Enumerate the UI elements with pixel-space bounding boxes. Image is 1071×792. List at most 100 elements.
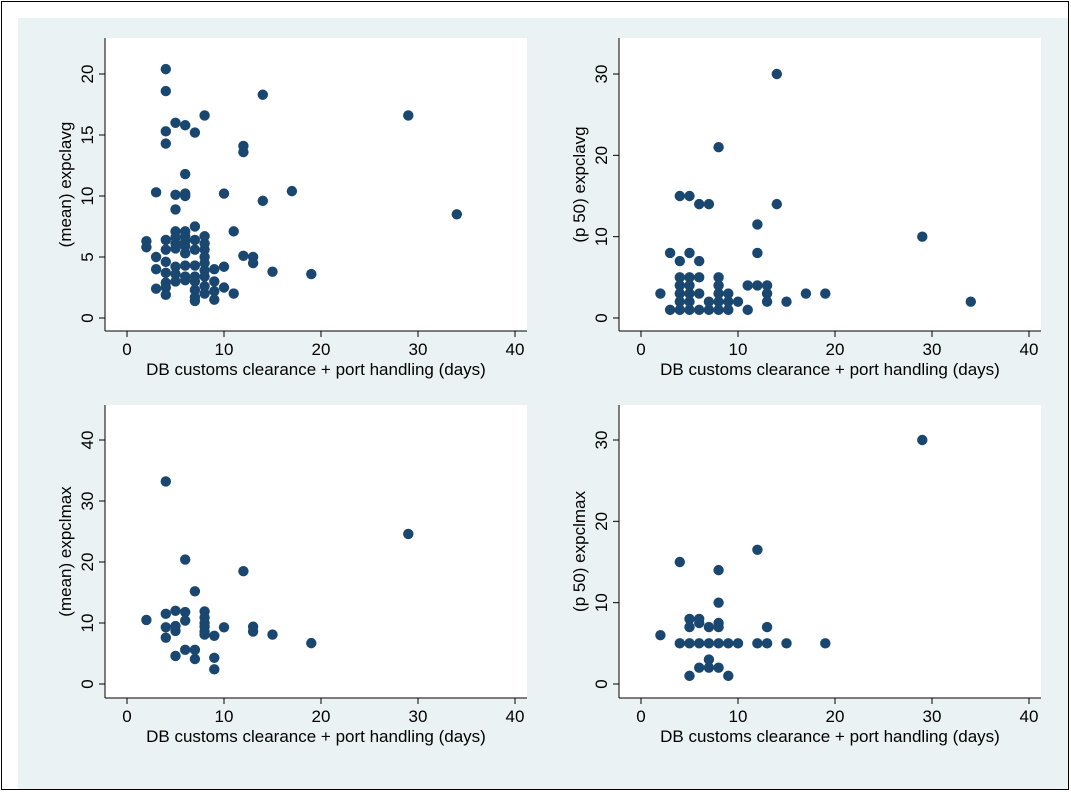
data-point	[189, 127, 201, 138]
data-point	[180, 606, 191, 618]
data-point	[723, 288, 734, 299]
data-point	[160, 63, 171, 75]
y-tick-label: 0	[592, 679, 611, 688]
x-tick-label: 40	[506, 707, 525, 726]
data-point	[684, 621, 695, 633]
data-point	[170, 268, 181, 280]
data-point	[713, 296, 724, 307]
y-tick-label: 10	[592, 227, 611, 246]
data-point	[684, 247, 695, 259]
data-point	[160, 622, 171, 633]
data-point	[761, 638, 773, 649]
data-point	[199, 231, 210, 242]
x-tick-label: 10	[215, 340, 234, 359]
data-point	[684, 272, 695, 283]
data-point	[170, 605, 181, 616]
data-point	[694, 638, 705, 649]
data-point	[160, 126, 171, 137]
data-point	[917, 434, 928, 446]
data-point	[160, 476, 171, 487]
data-point	[218, 188, 230, 199]
data-point	[742, 280, 753, 291]
data-point	[761, 296, 773, 307]
data-point	[160, 289, 171, 301]
data-point	[820, 638, 831, 649]
x-tick-label: 40	[1020, 340, 1039, 359]
data-point	[723, 670, 734, 682]
data-point	[209, 652, 220, 663]
data-point	[160, 632, 171, 643]
data-point	[694, 198, 705, 210]
data-point	[170, 625, 181, 637]
data-point	[655, 288, 666, 299]
data-point	[732, 296, 744, 307]
data-point	[267, 266, 278, 277]
x-tick-label: 40	[1020, 707, 1039, 726]
x-tick-label: 20	[312, 340, 331, 359]
data-point	[209, 264, 220, 275]
data-point	[150, 283, 162, 294]
chart-panel-3: 0 10 20 30 40 0 10 20 30 40 DB customs clearance +…	[56, 405, 527, 746]
data-point	[713, 272, 724, 283]
data-point	[713, 638, 724, 649]
data-point	[703, 662, 715, 673]
data-point	[180, 190, 191, 202]
data-point	[170, 189, 181, 200]
data-point	[771, 68, 782, 80]
data-point	[160, 244, 171, 255]
data-point	[141, 242, 152, 253]
data-point	[723, 304, 734, 316]
data-point	[703, 296, 715, 307]
data-point	[209, 276, 220, 287]
y-tick-label: 0	[78, 313, 97, 322]
data-point	[674, 280, 685, 291]
y-tick-label: 0	[78, 679, 97, 688]
y-tick-label: 30	[592, 431, 611, 450]
data-point	[199, 271, 210, 282]
data-point	[917, 231, 928, 242]
data-point	[247, 257, 259, 269]
data-point	[655, 630, 666, 641]
data-point	[771, 198, 782, 210]
data-point	[761, 288, 773, 299]
y-tick-label: 10	[592, 593, 611, 612]
plot-region	[105, 405, 527, 698]
data-point	[180, 615, 191, 626]
x-tick-label: 30	[923, 707, 942, 726]
data-point	[674, 638, 685, 649]
data-point	[703, 621, 715, 633]
data-point	[189, 653, 201, 665]
data-point	[752, 638, 763, 649]
data-point	[703, 654, 715, 665]
x-axis-title: DB customs clearance + port handling (da…	[146, 360, 486, 379]
x-tick-label: 10	[215, 707, 234, 726]
data-point	[694, 255, 705, 267]
y-axis-title: (mean) expclmax	[56, 486, 75, 617]
x-tick-label: 30	[409, 707, 428, 726]
data-point	[674, 288, 685, 299]
data-point	[150, 187, 162, 198]
data-point	[694, 288, 705, 299]
data-point	[257, 89, 268, 100]
data-point	[761, 621, 773, 633]
data-point	[199, 257, 210, 269]
data-point	[723, 638, 734, 649]
data-point	[199, 110, 210, 121]
data-point	[150, 251, 162, 263]
data-point	[209, 664, 220, 675]
y-tick-label: 20	[78, 553, 97, 572]
data-point	[170, 243, 181, 254]
data-point	[723, 296, 734, 307]
data-point	[742, 304, 753, 316]
y-tick-label: 10	[78, 614, 97, 633]
y-axis-title: (mean) expclavg	[56, 122, 75, 248]
data-point	[199, 629, 210, 640]
data-point	[684, 296, 695, 307]
data-point	[674, 296, 685, 307]
data-point	[684, 613, 695, 625]
data-point	[713, 597, 724, 608]
data-point	[238, 146, 249, 158]
data-point	[664, 247, 676, 259]
data-point	[664, 304, 676, 316]
